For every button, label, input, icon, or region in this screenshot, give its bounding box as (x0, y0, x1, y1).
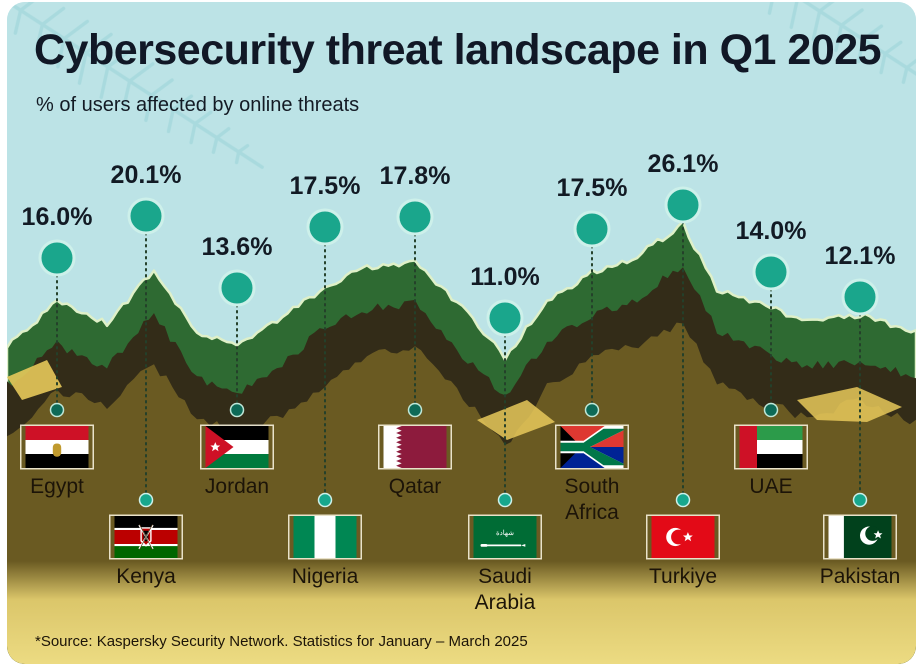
svg-text:شهادة: شهادة (496, 529, 514, 537)
